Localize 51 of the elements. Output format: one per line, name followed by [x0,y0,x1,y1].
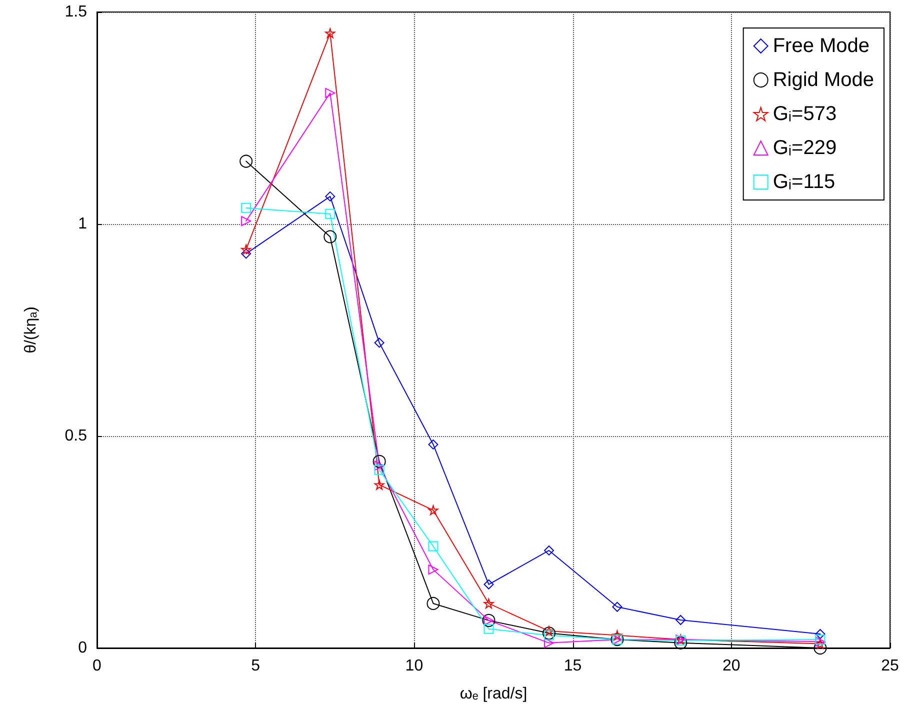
x-tick-label: 10 [405,658,424,674]
point [484,598,494,608]
y-tick-label: 0.5 [64,428,88,444]
point [240,154,253,168]
point [374,480,384,490]
point [814,642,827,654]
x-tick-label: 20 [722,658,740,674]
x-axis-title: ωₑ [rad/s] [460,686,528,702]
point [428,541,438,552]
y-tick-label: 0 [78,640,88,656]
point [374,460,384,471]
point [241,202,252,213]
x-tick-label: 25 [881,658,899,674]
point [428,439,438,450]
point [426,596,440,610]
point [325,208,336,219]
legend-label: Gᵢ=573 [772,103,837,125]
point [676,615,686,626]
point [374,464,384,475]
point [324,230,337,244]
point [484,579,494,590]
point [484,624,494,634]
legend-label: Free Mode [772,35,870,57]
point [428,505,438,516]
point [815,629,826,640]
point [544,630,554,640]
point [428,564,438,575]
legend-label: Gᵢ=229 [772,137,837,159]
point [241,248,252,259]
point [325,88,336,98]
point [612,602,622,612]
point [241,244,252,254]
y-tick-label: 1 [78,216,88,232]
point [325,28,336,38]
x-tick-label: 5 [251,658,260,674]
point [542,626,556,640]
point [372,454,386,468]
point [544,638,554,648]
legend-label: Gᵢ=115 [772,171,836,193]
x-tick-label: 0 [92,658,102,674]
point [544,545,554,556]
x-tick-label: 15 [564,658,582,674]
point [325,191,336,202]
y-tick-label: 1.5 [64,4,88,20]
point [374,338,384,348]
point [241,216,252,226]
point [612,630,622,640]
y-axis-title: θ/(kηₐ) [22,306,40,354]
legend-label: Rigid Mode [772,69,874,91]
point [674,636,688,650]
point [544,626,554,636]
